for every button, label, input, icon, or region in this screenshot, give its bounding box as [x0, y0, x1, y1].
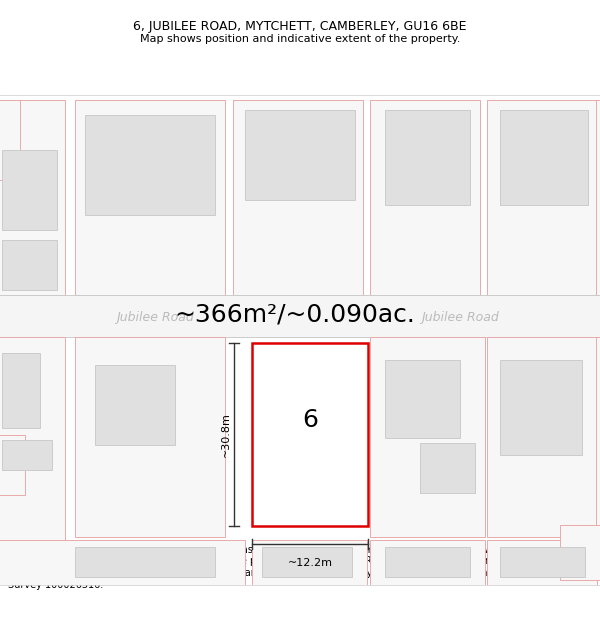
Text: 6: 6 [302, 408, 318, 432]
Bar [0, 435, 25, 495]
Bar [252, 343, 368, 526]
Text: ~12.2m: ~12.2m [287, 558, 332, 568]
Bar [500, 360, 582, 455]
Bar [0, 540, 245, 585]
Bar [75, 547, 215, 577]
Bar [370, 540, 485, 585]
Bar [487, 540, 597, 585]
Bar [500, 547, 585, 577]
Text: Jubilee Road: Jubilee Road [421, 311, 499, 324]
Bar [0, 295, 600, 337]
Bar [280, 448, 342, 508]
Bar [2, 440, 52, 470]
Bar [370, 100, 480, 295]
Bar [560, 525, 600, 580]
Bar [0, 100, 20, 180]
Bar [252, 540, 367, 585]
Text: Jubilee Road: Jubilee Road [116, 311, 194, 324]
Bar [75, 100, 225, 295]
Bar [2, 353, 40, 428]
Bar [0, 337, 65, 572]
Bar [596, 337, 600, 572]
Bar [233, 100, 363, 295]
Bar [2, 240, 57, 290]
Bar [2, 150, 57, 230]
Bar [487, 100, 597, 295]
Bar [385, 110, 470, 205]
Bar [262, 547, 352, 577]
Text: 6, JUBILEE ROAD, MYTCHETT, CAMBERLEY, GU16 6BE: 6, JUBILEE ROAD, MYTCHETT, CAMBERLEY, GU… [133, 20, 467, 32]
Bar [420, 443, 475, 493]
Bar [370, 337, 485, 537]
Bar [487, 337, 597, 537]
Bar [0, 100, 65, 295]
Bar [95, 365, 175, 445]
Text: ~30.8m: ~30.8m [221, 412, 231, 457]
Text: Map shows position and indicative extent of the property.: Map shows position and indicative extent… [140, 34, 460, 44]
Bar [245, 110, 355, 200]
Bar [500, 110, 588, 205]
Bar [385, 547, 470, 577]
Bar [75, 337, 225, 537]
Text: Contains OS data © Crown copyright and database right 2021. This information is : Contains OS data © Crown copyright and d… [8, 545, 575, 589]
Bar [85, 115, 215, 215]
Text: ~366m²/~0.090ac.: ~366m²/~0.090ac. [175, 303, 415, 327]
Bar [260, 351, 355, 419]
Bar [596, 100, 600, 295]
Bar [385, 360, 460, 438]
